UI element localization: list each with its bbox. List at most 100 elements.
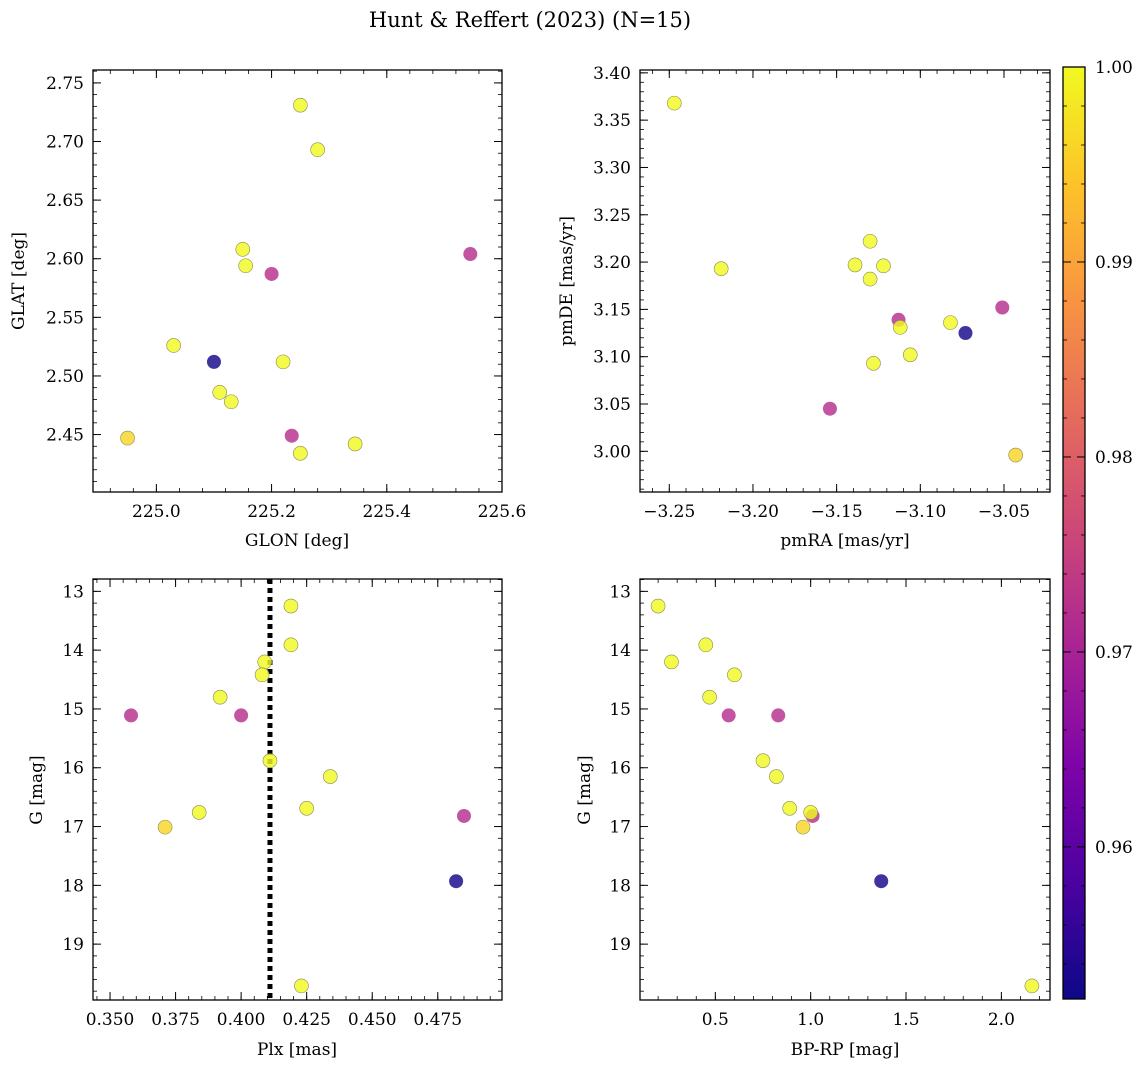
minor-ticks — [93, 70, 503, 492]
data-point — [463, 247, 478, 262]
panel-1: 225.0 225.2 225.4 225.6 2.45 2.50 2.55 2.60 2.65… — [9, 69, 527, 551]
y-tick-label: 17 — [609, 818, 631, 838]
data-point — [262, 753, 278, 768]
data-point — [771, 708, 786, 723]
colorbar-tick-label: 0.96 — [1095, 838, 1133, 858]
data-point — [157, 819, 173, 835]
y-tick-label: 13 — [62, 582, 84, 602]
data-point — [456, 808, 471, 823]
y-tick-label: 2.50 — [46, 367, 84, 387]
data-point — [191, 805, 207, 820]
data-point — [795, 819, 811, 835]
colorbar-tick-label: 0.97 — [1095, 643, 1133, 663]
y-tick-label: 14 — [62, 641, 84, 661]
y-axis-label: pmDE [mas/yr] — [557, 216, 577, 346]
x-tick-label: 0.375 — [151, 1010, 200, 1030]
data-point — [254, 667, 270, 683]
y-tick-label: 3.30 — [593, 158, 631, 178]
y-tick-label: 2.75 — [46, 74, 84, 94]
x-tick-label: 2.0 — [988, 1010, 1015, 1030]
data-point — [958, 326, 973, 341]
y-tick-label: 2.70 — [46, 133, 84, 153]
data-point — [294, 978, 309, 994]
panel-3: 0.350 0.375 0.400 0.425 0.450 0.475 13 14 15 16 17… — [27, 578, 503, 1060]
data-point — [257, 654, 273, 670]
data-point — [293, 97, 308, 113]
data-point — [238, 258, 253, 274]
axes-frame — [92, 578, 503, 1001]
data-point — [1024, 978, 1040, 994]
data-point — [698, 637, 714, 653]
data-point — [892, 320, 908, 335]
data-point — [347, 436, 363, 452]
colorbar-tick-label: 0.98 — [1095, 448, 1133, 468]
data-point — [769, 769, 784, 784]
axes-frame — [639, 69, 1051, 493]
y-tick-label: 19 — [62, 935, 84, 955]
data-point — [124, 708, 139, 723]
y-axis-label: G [mag] — [575, 755, 595, 824]
y-tick-label: 17 — [62, 818, 84, 838]
data-point — [822, 401, 837, 416]
y-tick-label: 16 — [609, 759, 631, 779]
panel-4: 0.5 1.0 1.5 2.0 13 14 15 16 17 18 19 BP-RP [mag] G [… — [575, 578, 1051, 1060]
x-tick-label: 0.475 — [413, 1010, 462, 1030]
data-point — [876, 258, 891, 274]
data-point — [206, 354, 221, 369]
x-tick-label: 0.425 — [282, 1010, 331, 1030]
x-axis-label: BP-RP [mag] — [791, 1040, 900, 1060]
data-point — [902, 347, 918, 363]
data-point — [284, 428, 299, 443]
y-tick-label: 13 — [609, 582, 631, 602]
x-tick-label: −3.20 — [727, 502, 779, 522]
x-axis-label: GLON [deg] — [245, 531, 349, 551]
y-tick-label: 2.55 — [46, 308, 84, 328]
colorbar-tick-label: 0.99 — [1095, 253, 1133, 273]
y-tick-label: 14 — [609, 641, 631, 661]
x-tick-label: 0.5 — [702, 1010, 729, 1030]
colorbar-gradient — [1063, 67, 1085, 999]
y-tick-label: 3.05 — [593, 395, 631, 415]
data-point — [862, 233, 878, 249]
data-point — [264, 266, 279, 281]
y-tick-label: 18 — [609, 876, 631, 896]
x-tick-label: 225.6 — [478, 502, 527, 522]
x-tick-label: −3.10 — [894, 502, 946, 522]
colorbar: 0.96 0.97 0.98 0.99 1.00 — [1062, 58, 1133, 1000]
y-tick-label: 16 — [62, 759, 84, 779]
data-point — [803, 805, 818, 820]
data-point — [782, 801, 797, 816]
y-tick-label: 3.20 — [593, 253, 631, 273]
axes-frame — [92, 69, 503, 493]
data-point — [1008, 447, 1023, 463]
data-point — [650, 598, 666, 614]
axes-frame — [639, 578, 1051, 1001]
data-point — [449, 874, 464, 889]
data-point — [166, 338, 181, 353]
data-point — [283, 598, 299, 614]
x-tick-label: 225.2 — [247, 502, 296, 522]
x-axis-label: pmRA [mas/yr] — [780, 531, 909, 551]
minor-ticks — [640, 70, 1050, 492]
y-tick-label: 2.60 — [46, 250, 84, 270]
x-tick-label: 225.4 — [362, 502, 411, 522]
x-tick-label: 0.350 — [86, 1010, 135, 1030]
colorbar-tick-label: 1.00 — [1095, 58, 1133, 78]
data-point — [721, 708, 736, 723]
data-point — [223, 394, 239, 410]
data-point — [702, 689, 717, 705]
y-tick-label: 19 — [609, 935, 631, 955]
x-tick-label: 1.0 — [797, 1010, 824, 1030]
y-tick-label: 15 — [62, 700, 84, 720]
data-point — [293, 446, 308, 461]
data-point — [866, 356, 881, 371]
colorbar-frame — [1062, 66, 1086, 1000]
data-point — [322, 769, 338, 784]
x-axis-label: Plx [mas] — [257, 1040, 337, 1060]
y-axis-label: GLAT [deg] — [9, 232, 29, 330]
data-point — [943, 315, 958, 330]
data-point — [847, 257, 863, 273]
data-point — [283, 637, 299, 653]
data-point — [212, 689, 228, 705]
data-point — [120, 430, 135, 446]
